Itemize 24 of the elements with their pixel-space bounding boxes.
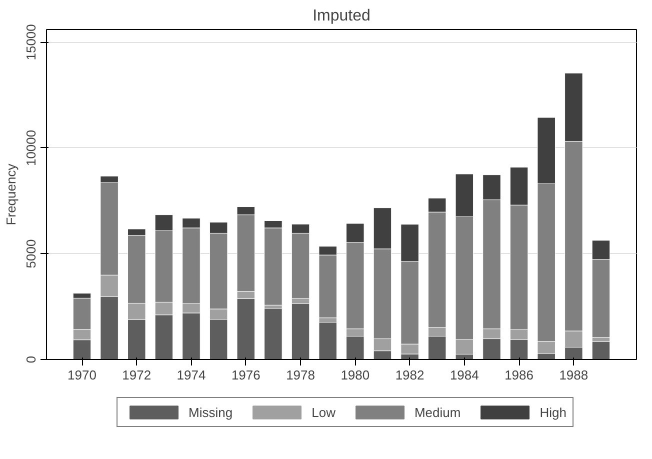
x-tick-label: 1986 [504, 368, 534, 382]
x-tick-label: 1980 [340, 368, 370, 382]
x-tick-label: 1982 [395, 368, 424, 382]
y-tick-label: 5000 [24, 239, 38, 268]
bar [264, 308, 282, 360]
bar [592, 341, 610, 360]
y-tick-label: 10000 [24, 130, 38, 166]
x-tick-label: 1988 [559, 368, 588, 382]
y-tick-label: 15000 [24, 24, 38, 60]
y-tick-label: 0 [24, 356, 38, 364]
bar [291, 303, 310, 360]
legend-label: Missing [188, 404, 233, 420]
x-tick-label: 1970 [68, 368, 96, 382]
bar [318, 322, 337, 360]
x-tick-label: 1984 [450, 368, 479, 382]
legend-label: Low [312, 404, 336, 420]
legend-label: High [540, 404, 566, 420]
legend-label: Medium [414, 404, 461, 420]
chart-title: Imputed [312, 8, 370, 24]
y-axis-title: Frequency [4, 163, 18, 226]
x-tick-label: 1976 [231, 368, 260, 382]
x-tick-label: 1972 [122, 368, 152, 382]
x-tick-label: 1974 [176, 368, 206, 382]
x-tick-label: 1978 [286, 368, 315, 382]
